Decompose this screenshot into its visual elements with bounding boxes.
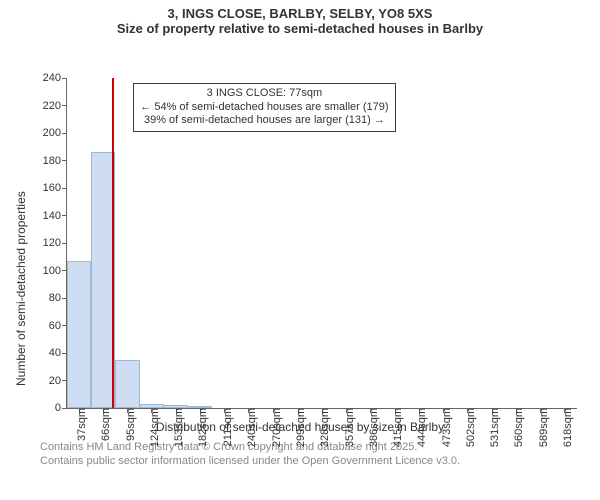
x-tick-label: 589sqm [532,408,550,447]
y-tick-label: 20 [49,375,67,387]
histogram-bar [67,261,91,408]
x-tick-label: 386sqm [362,408,380,447]
x-tick-label: 240sqm [240,408,258,447]
chart-area: Number of semi-detached properties 02040… [0,36,600,416]
y-axis-label: Number of semi-detached properties [14,191,28,386]
title-line-2: Size of property relative to semi-detach… [0,21,600,36]
x-tick-label: 211sqm [216,408,234,446]
y-tick-label: 240 [43,72,67,84]
plot-region: 02040608010012014016018020022024037sqm66… [66,78,577,409]
y-tick-label: 60 [49,320,67,332]
x-tick-label: 560sqm [507,408,525,447]
marker-line [112,78,114,408]
x-tick-label: 328sqm [313,408,331,447]
x-tick-label: 182sqm [191,408,209,447]
histogram-bar [115,360,139,408]
annotation-line: 39% of semi-detached houses are larger (… [140,114,388,128]
x-tick-label: 299sqm [289,408,307,447]
y-tick-label: 100 [43,265,67,277]
x-tick-label: 124sqm [143,408,161,447]
x-tick-label: 357sqm [338,408,356,447]
x-tick-label: 444sqm [410,408,428,447]
y-tick-label: 180 [43,155,67,167]
histogram-bar [164,405,188,408]
annotation-box: 3 INGS CLOSE: 77sqm← 54% of semi-detache… [133,83,395,132]
x-tick-label: 473sqm [435,408,453,447]
y-tick-label: 140 [43,210,67,222]
y-tick-label: 160 [43,182,67,194]
y-tick-label: 120 [43,237,67,249]
y-tick-label: 80 [49,292,67,304]
x-tick-label: 95sqm [119,408,137,441]
x-tick-label: 502sqm [459,408,477,447]
y-tick-label: 220 [43,100,67,112]
x-tick-label: 153sqm [167,408,185,447]
y-tick-label: 0 [55,402,67,414]
annotation-line: ← 54% of semi-detached houses are smalle… [140,101,388,115]
x-tick-label: 531sqm [483,408,501,447]
x-tick-label: 270sqm [265,408,283,447]
histogram-bar [140,404,164,408]
annotation-line: 3 INGS CLOSE: 77sqm [140,87,388,101]
x-tick-label: 66sqm [94,408,112,441]
x-tick-label: 415sqm [386,408,404,447]
y-tick-label: 200 [43,127,67,139]
histogram-bar [188,406,212,408]
title-block: 3, INGS CLOSE, BARLBY, SELBY, YO8 5XS Si… [0,0,600,36]
attribution-line-2: Contains public sector information licen… [40,454,600,468]
title-line-1: 3, INGS CLOSE, BARLBY, SELBY, YO8 5XS [0,6,600,21]
y-tick-label: 40 [49,347,67,359]
x-tick-label: 618sqm [556,408,574,447]
x-tick-label: 37sqm [70,408,88,441]
